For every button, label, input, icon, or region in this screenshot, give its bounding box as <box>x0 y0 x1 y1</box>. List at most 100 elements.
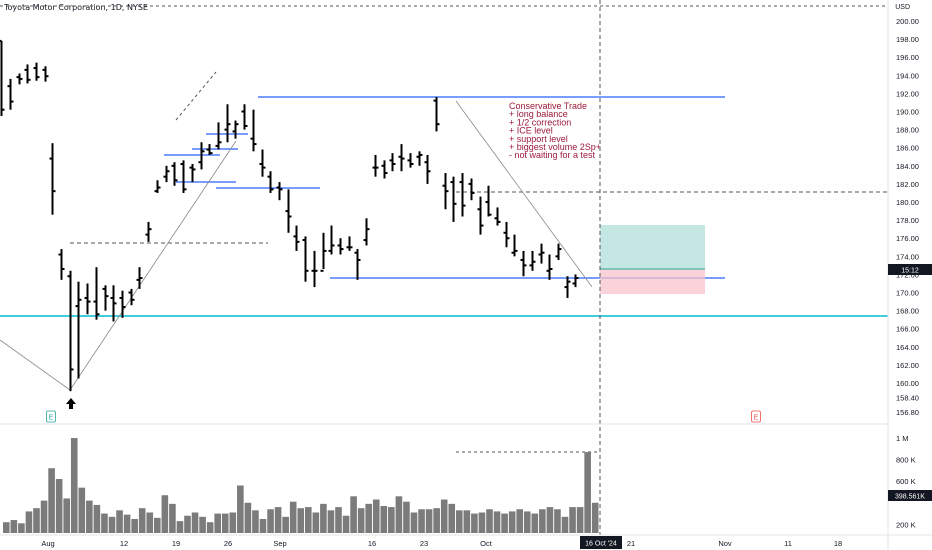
volume-bar <box>86 500 93 533</box>
y-tick-label: 174.00 <box>896 252 919 261</box>
volume-bar <box>380 506 388 533</box>
trend-line <box>455 100 593 288</box>
volume-bar <box>116 510 123 533</box>
volume-bar <box>267 509 274 533</box>
currency-label: USD <box>895 4 910 11</box>
volume-tick-label: 200 K <box>896 520 916 529</box>
volume-bar <box>55 479 63 533</box>
x-tick-label: Nov <box>718 539 732 548</box>
y-tick-label: 180.00 <box>896 198 919 207</box>
volume-bar <box>388 507 395 533</box>
volume-bar <box>486 509 493 533</box>
x-tick-label: 11 <box>784 539 792 548</box>
y-tick-label: 166.00 <box>896 325 919 334</box>
arrow-up-icon <box>66 398 76 409</box>
volume-bar <box>463 510 471 533</box>
earnings-badge-right-text: E <box>754 415 759 422</box>
volume-bar <box>569 507 576 533</box>
x-tick-label: 18 <box>834 539 842 548</box>
volume-bar <box>48 468 55 533</box>
volume-bar <box>33 508 40 533</box>
drawing-layer <box>0 0 888 535</box>
volume-bar <box>501 513 508 533</box>
volume-bar <box>591 502 599 533</box>
volume-bar <box>410 512 418 533</box>
volume-bar <box>259 518 267 533</box>
volume-bar <box>169 503 176 533</box>
volume-bar <box>508 511 516 533</box>
x-tick-label: 21 <box>627 539 635 548</box>
trend-line <box>0 339 71 391</box>
volume-bar <box>433 508 440 533</box>
x-tick-label: Aug <box>41 539 54 548</box>
volume-bar <box>305 507 312 533</box>
trade-note: Conservative Trade+ long balance+ 1/2 co… <box>509 101 601 160</box>
volume-bar <box>237 485 244 533</box>
y-tick-label: 162.00 <box>896 361 919 370</box>
volume-bar <box>342 515 350 533</box>
volume-bar <box>18 523 25 533</box>
volume-bar <box>403 501 410 533</box>
volume-bar <box>539 509 546 533</box>
y-tick-label: 196.00 <box>896 53 919 62</box>
volume-bar <box>229 512 237 533</box>
x-tick-label: Sep <box>273 539 286 548</box>
date-badge <box>580 536 622 549</box>
volume-bar <box>3 522 10 533</box>
y-tick-label: 182.00 <box>896 180 919 189</box>
volume-bar <box>471 513 478 533</box>
profit-zone <box>600 225 705 269</box>
volume-bar <box>244 502 252 533</box>
y-tick-label: 156.80 <box>896 408 919 417</box>
trade-note-line: + support level <box>509 134 568 144</box>
volume-bar <box>554 509 561 533</box>
volume-bar <box>10 520 18 533</box>
earnings-badge-right[interactable] <box>751 410 761 423</box>
volume-bar <box>289 501 297 533</box>
volume-tick-label: 600 K <box>896 477 916 486</box>
volume-bar <box>108 516 116 533</box>
volume-bar <box>584 452 591 533</box>
volume-bar <box>282 516 289 533</box>
volume-bar <box>78 487 86 533</box>
volume-bar <box>274 507 282 533</box>
volume-bar <box>161 495 169 533</box>
volume-bar <box>214 513 221 533</box>
date-label: 16 Oct '24 <box>585 541 617 548</box>
y-tick-label: 188.00 <box>896 126 919 135</box>
volume-bar <box>191 512 199 533</box>
volume-bar <box>146 512 154 533</box>
y-tick-label: 178.00 <box>896 216 919 225</box>
volume-bar <box>493 511 501 533</box>
earnings-badge-left[interactable] <box>46 410 56 423</box>
volume-bar <box>357 508 365 533</box>
y-tick-label: 186.00 <box>896 144 919 153</box>
volume-bar <box>93 504 101 533</box>
y-tick-label: 176.00 <box>896 234 919 243</box>
volume-bar <box>70 438 78 533</box>
volume-bar <box>372 499 380 533</box>
trade-note-line: Conservative Trade <box>509 101 587 111</box>
y-tick-label: 164.00 <box>896 343 919 352</box>
x-tick-label: Oct <box>480 539 493 548</box>
x-tick-label: 23 <box>420 539 428 548</box>
y-tick-label: 190.00 <box>896 108 919 117</box>
volume-bar <box>576 507 584 533</box>
volume-bar <box>523 511 531 533</box>
volume-bar <box>561 516 569 533</box>
volume-bar <box>546 507 554 533</box>
volume-bar <box>440 499 448 533</box>
volume-bar <box>206 522 214 533</box>
x-tick-label: 12 <box>120 539 128 548</box>
volume-bar <box>516 509 523 533</box>
y-tick-label: 170.00 <box>896 289 919 298</box>
volume-bar <box>297 508 305 533</box>
volume-bar <box>312 512 320 533</box>
volume-bar <box>335 507 342 533</box>
volume-bar <box>350 496 357 533</box>
trade-note-line: + 1/2 correction <box>509 117 571 127</box>
volume-bar <box>40 500 48 533</box>
x-tick-label: 19 <box>172 539 180 548</box>
